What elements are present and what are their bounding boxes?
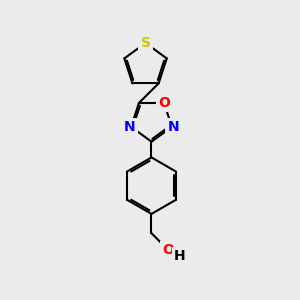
Text: O: O: [162, 243, 174, 256]
Text: N: N: [167, 120, 179, 134]
Text: O: O: [158, 96, 170, 110]
Text: H: H: [174, 248, 185, 262]
Text: S: S: [140, 36, 151, 50]
Text: N: N: [124, 120, 136, 134]
